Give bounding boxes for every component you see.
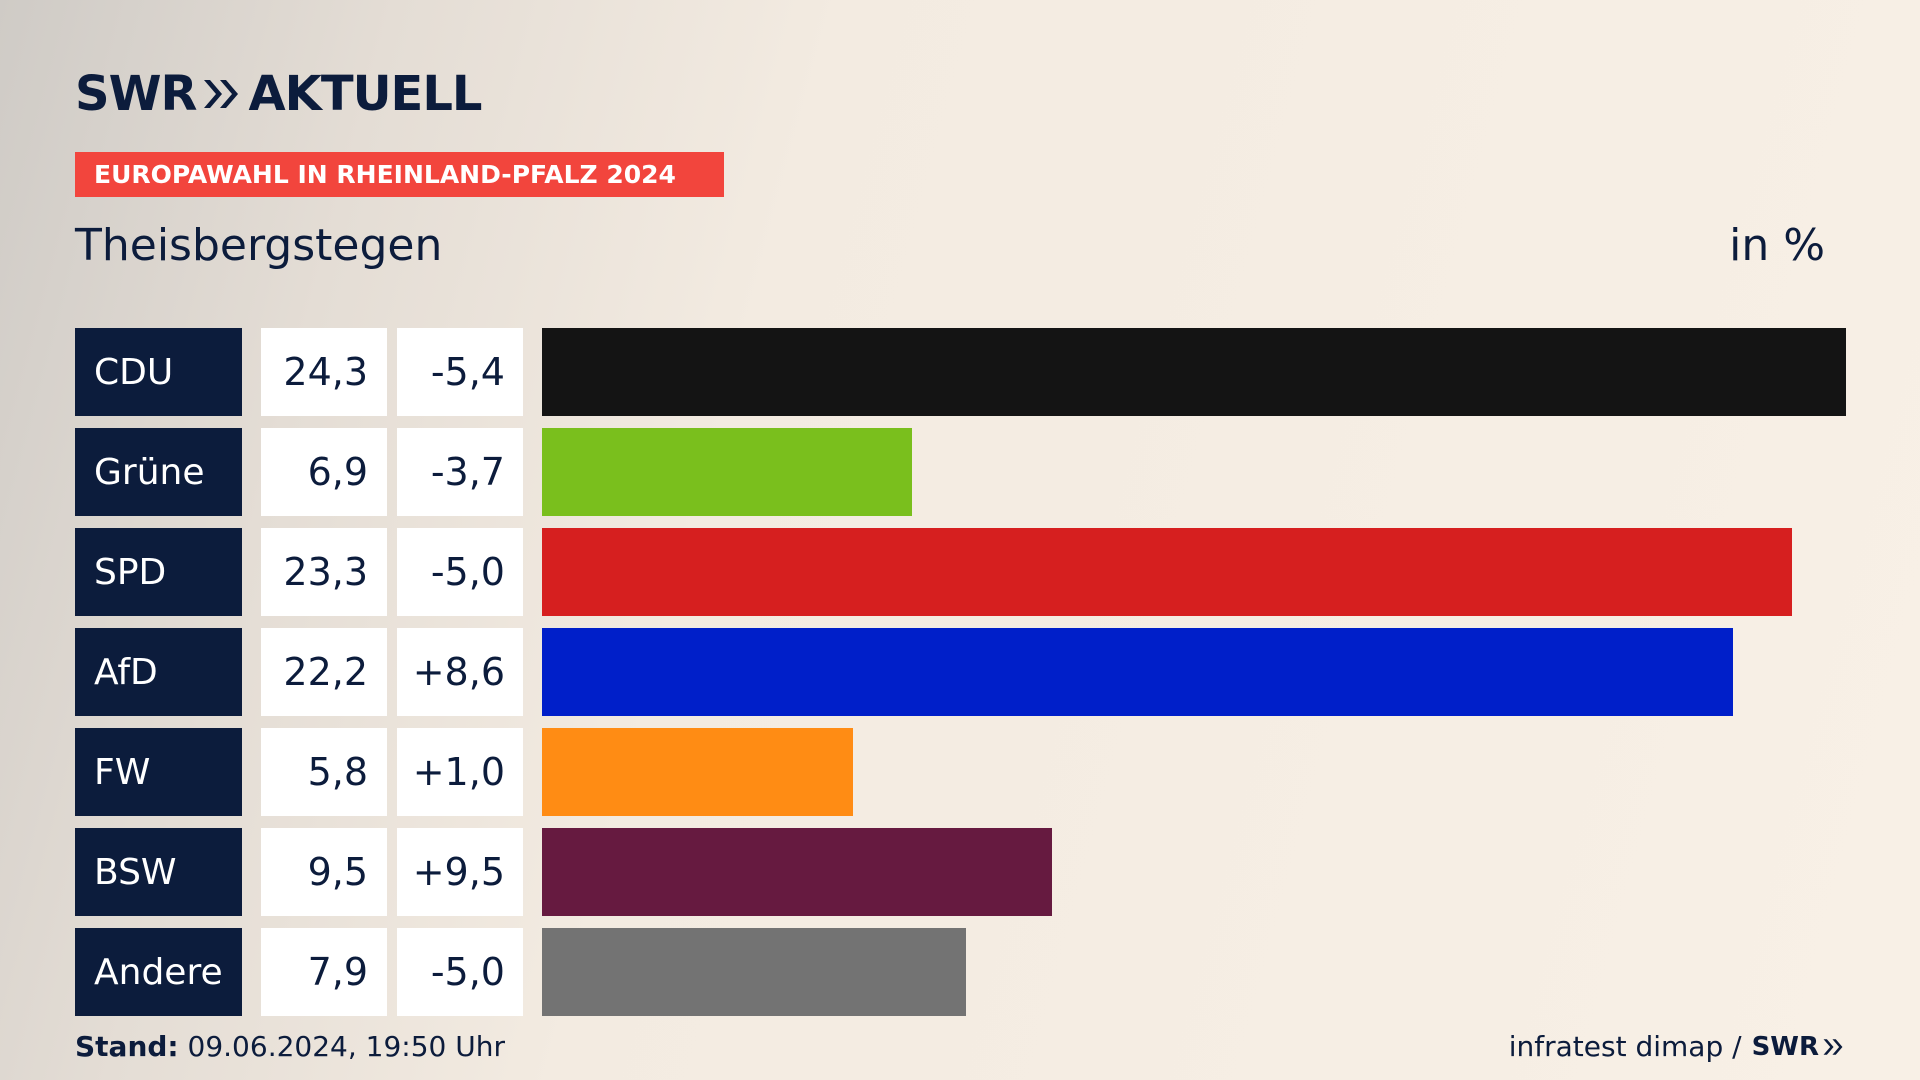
vote-change-value: -5,0 (397, 928, 523, 1016)
vote-share-value: 24,3 (261, 328, 387, 416)
vote-change-value: -5,0 (397, 528, 523, 616)
party-label: BSW (75, 828, 242, 916)
source-swr-text: SWR (1751, 1031, 1819, 1062)
party-label: CDU (75, 328, 242, 416)
result-bar (542, 428, 912, 516)
vote-share-value: 23,3 (261, 528, 387, 616)
vote-share-value: 5,8 (261, 728, 387, 816)
result-row: SPD 23,3 -5,0 (75, 528, 1855, 616)
result-row: Andere 7,9 -5,0 (75, 928, 1855, 1016)
unit-label: in % (1729, 220, 1825, 271)
result-row: FW 5,8 +1,0 (75, 728, 1855, 816)
source-swr-logo: SWR (1752, 1032, 1844, 1062)
result-row: Grüne 6,9 -3,7 (75, 428, 1855, 516)
vote-share-value: 22,2 (261, 628, 387, 716)
result-row: BSW 9,5 +9,5 (75, 828, 1855, 916)
vote-change-value: -5,4 (397, 328, 523, 416)
vote-share-value: 9,5 (261, 828, 387, 916)
vote-change-value: -3,7 (397, 428, 523, 516)
stand-label: Stand: (75, 1030, 179, 1063)
logo-aktuell-text: AKTUELL (248, 66, 482, 122)
result-row: CDU 24,3 -5,4 (75, 328, 1855, 416)
stand-value: 09.06.2024, 19:50 Uhr (187, 1030, 505, 1063)
source-credit: infratest dimap / SWR (1509, 1030, 1844, 1063)
source-chevron-icon (1823, 1038, 1843, 1055)
source-text: infratest dimap / (1508, 1030, 1742, 1063)
vote-share-value: 7,9 (261, 928, 387, 1016)
result-bar (542, 728, 853, 816)
result-bar (542, 628, 1733, 716)
logo-swr-text: SWR (75, 66, 197, 122)
election-kicker: EUROPAWAHL IN RHEINLAND-PFALZ 2024 (75, 152, 724, 197)
swr-aktuell-logo: SWR AKTUELL (75, 64, 483, 124)
result-bar (542, 528, 1792, 616)
double-chevron-icon (202, 76, 240, 112)
place-name: Theisbergstegen (75, 220, 443, 271)
stand-timestamp: Stand: 09.06.2024, 19:50 Uhr (75, 1030, 505, 1063)
party-label: AfD (75, 628, 242, 716)
party-label: Grüne (75, 428, 242, 516)
result-bar (542, 928, 966, 1016)
vote-share-value: 6,9 (261, 428, 387, 516)
vote-change-value: +9,5 (397, 828, 523, 916)
result-row: AfD 22,2 +8,6 (75, 628, 1855, 716)
result-bar (542, 328, 1846, 416)
party-label: SPD (75, 528, 242, 616)
party-label: Andere (75, 928, 242, 1016)
vote-change-value: +1,0 (397, 728, 523, 816)
vote-change-value: +8,6 (397, 628, 523, 716)
party-label: FW (75, 728, 242, 816)
result-bar (542, 828, 1052, 916)
